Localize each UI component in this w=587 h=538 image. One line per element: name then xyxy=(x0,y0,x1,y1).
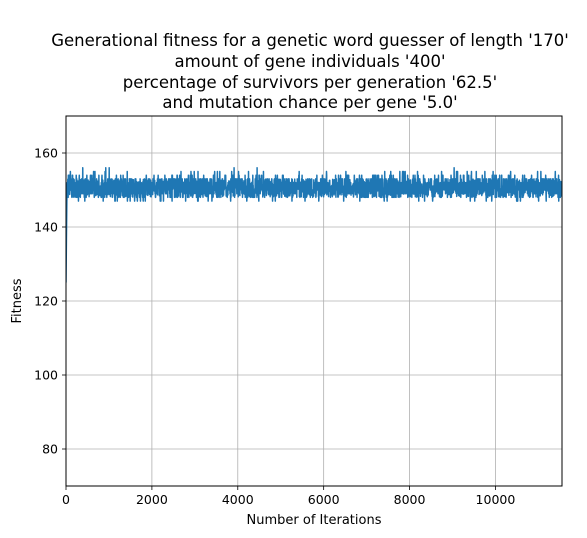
title-line-2: amount of gene individuals '400' xyxy=(174,52,445,71)
title-line-4: and mutation chance per gene '5.0' xyxy=(162,93,457,112)
x-axis-label: Number of Iterations xyxy=(247,513,382,528)
x-tick-label: 2000 xyxy=(136,492,168,507)
y-tick-label: 80 xyxy=(42,442,58,457)
y-axis-label: Fitness xyxy=(10,278,25,323)
x-tick-label: 10000 xyxy=(476,492,516,507)
plot-area xyxy=(66,167,562,283)
title-line-3: percentage of survivors per generation '… xyxy=(123,73,497,92)
x-tick-label: 4000 xyxy=(222,492,254,507)
fitness-series-line xyxy=(66,167,562,283)
y-tick-label: 160 xyxy=(34,146,58,161)
x-tick-label: 6000 xyxy=(308,492,340,507)
y-tick-label: 120 xyxy=(34,294,58,309)
x-tick-label: 8000 xyxy=(394,492,426,507)
y-tick-label: 100 xyxy=(34,368,58,383)
ticks: 0 2000 4000 6000 8000 10000 80 100 120 140 160 xyxy=(34,115,563,507)
title-line-1: Generational fitness for a genetic word … xyxy=(51,31,569,50)
y-tick-label: 140 xyxy=(34,220,58,235)
chart-title: Generational fitness for a genetic word … xyxy=(51,31,569,112)
x-tick-label: 0 xyxy=(62,492,70,507)
